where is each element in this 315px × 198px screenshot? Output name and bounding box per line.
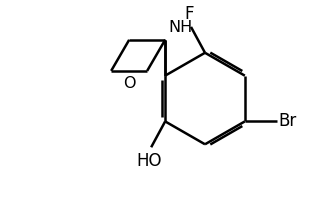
Text: F: F bbox=[184, 5, 194, 23]
Text: HO: HO bbox=[136, 152, 162, 170]
Text: Br: Br bbox=[279, 112, 297, 130]
Text: O: O bbox=[123, 76, 135, 91]
Text: NH: NH bbox=[168, 20, 192, 35]
